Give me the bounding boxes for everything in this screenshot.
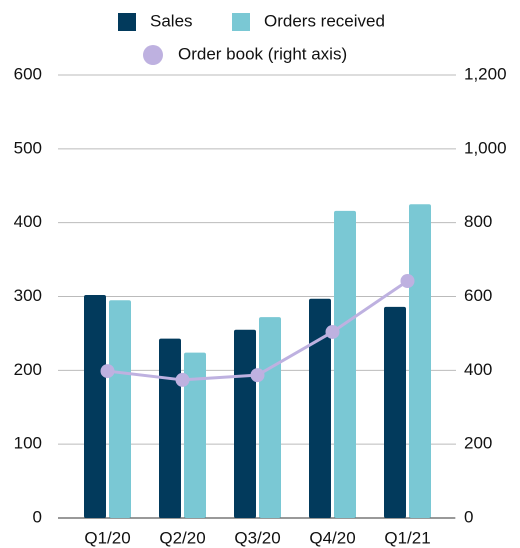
line-marker <box>325 324 340 339</box>
line-marker <box>250 368 265 383</box>
bar <box>184 352 206 518</box>
x-tick-label: Q3/20 <box>234 528 280 547</box>
bar <box>334 210 356 518</box>
y2-tick-label: 1,000 <box>464 138 507 157</box>
y-tick-label: 600 <box>14 64 42 83</box>
bar <box>409 204 431 519</box>
bar <box>259 317 281 518</box>
y2-tick-label: 800 <box>464 212 492 231</box>
y2-tick-label: 0 <box>464 507 473 526</box>
line-marker <box>175 372 190 387</box>
legend-label: Orders received <box>264 11 385 30</box>
y-tick-label: 0 <box>33 507 42 526</box>
y2-tick-label: 200 <box>464 434 492 453</box>
line <box>107 279 409 382</box>
y-tick-label: 200 <box>14 360 42 379</box>
bar <box>384 306 406 518</box>
legend-marker <box>118 13 136 31</box>
bar <box>309 298 331 518</box>
y-tick-label: 400 <box>14 212 42 231</box>
y-tick-label: 100 <box>14 434 42 453</box>
bar <box>234 329 256 518</box>
line-marker <box>400 273 415 288</box>
legend-marker <box>232 13 250 31</box>
bar <box>109 300 131 518</box>
y-tick-label: 500 <box>14 138 42 157</box>
legend-label: Order book (right axis) <box>178 44 347 63</box>
line-marker <box>100 364 115 379</box>
legend-marker <box>143 45 163 65</box>
x-tick-label: Q4/20 <box>309 528 355 547</box>
x-tick-label: Q1/21 <box>384 528 430 547</box>
legend-label: Sales <box>150 11 193 30</box>
x-tick-label: Q2/20 <box>159 528 205 547</box>
y2-tick-label: 1,200 <box>464 64 507 83</box>
bar <box>84 295 106 518</box>
y2-tick-label: 600 <box>464 286 492 305</box>
y2-tick-label: 400 <box>464 360 492 379</box>
bar <box>159 338 181 518</box>
x-tick-label: Q1/20 <box>84 528 130 547</box>
y-tick-label: 300 <box>14 286 42 305</box>
